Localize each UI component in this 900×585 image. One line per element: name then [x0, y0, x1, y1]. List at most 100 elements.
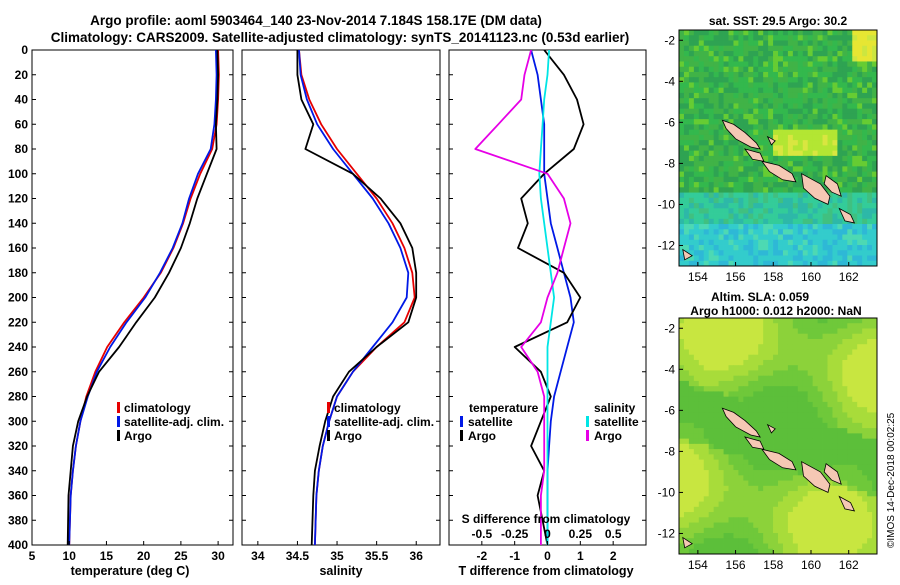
map-cell: [698, 166, 705, 172]
map-cell: [827, 35, 833, 41]
map-cell: [787, 213, 794, 220]
map-cell: [852, 87, 858, 94]
map-cell: [792, 224, 799, 230]
map-cell: [748, 333, 754, 340]
map-cell: [703, 443, 710, 450]
map-cell: [693, 98, 700, 104]
map-cell: [852, 61, 858, 68]
map-cell: [872, 375, 877, 382]
map-cell: [679, 365, 685, 371]
map-cell: [723, 386, 729, 392]
s-diff-tick-label: -0.25: [501, 527, 529, 541]
map-cell: [847, 354, 853, 361]
map-cell: [857, 538, 863, 544]
map-cell: [787, 449, 794, 455]
map-cell: [802, 145, 809, 152]
map-cell: [763, 522, 769, 529]
map-cell: [718, 359, 724, 366]
map-cell: [822, 82, 828, 89]
map-cell: [802, 30, 809, 36]
map-cell: [872, 40, 877, 47]
map-cell: [778, 449, 784, 455]
map-cell: [723, 517, 729, 523]
map-cell: [753, 396, 759, 403]
map-cell: [679, 166, 685, 172]
map-cell: [822, 386, 828, 392]
map-cell: [753, 480, 759, 487]
map-cell: [807, 328, 814, 335]
map-cell: [847, 61, 853, 68]
map-cell: [768, 56, 774, 62]
map-cell: [817, 333, 823, 340]
map-cell: [768, 61, 774, 68]
map-cell: [743, 203, 749, 209]
map-cell: [738, 171, 744, 178]
map-cell: [698, 438, 705, 445]
map-cell: [703, 92, 710, 99]
map-cell: [802, 396, 809, 403]
map-cell: [763, 396, 769, 403]
map-cell: [698, 192, 705, 199]
map-cell: [837, 224, 843, 230]
map-cell: [708, 318, 715, 324]
map-cell: [827, 140, 833, 146]
map-cell: [733, 480, 739, 487]
map-cell: [792, 166, 799, 172]
map-cell: [733, 454, 739, 460]
map-cell: [743, 50, 749, 57]
map-cell: [763, 182, 769, 188]
map-cell: [743, 260, 749, 266]
map-cell: [713, 213, 719, 220]
map-cell: [782, 245, 789, 251]
map-cell: [738, 150, 744, 157]
map-cell: [693, 391, 700, 398]
map-cell: [748, 124, 754, 131]
map-cell: [748, 417, 754, 424]
map-cell: [758, 485, 764, 492]
map-cell: [738, 359, 744, 366]
map-cell: [852, 386, 858, 392]
map-cell: [778, 386, 784, 392]
map-cell: [872, 496, 877, 502]
map-cell: [807, 234, 814, 241]
map-cell: [872, 140, 877, 146]
map-cell: [812, 145, 818, 152]
map-cell: [733, 449, 739, 455]
map-cell: [683, 134, 690, 141]
map-cell: [738, 527, 744, 534]
map-cell: [723, 71, 729, 78]
map-cell: [807, 375, 814, 382]
map-cell: [857, 454, 863, 460]
map-cell: [679, 417, 685, 424]
map-cell: [802, 213, 809, 220]
map-cell: [728, 443, 734, 450]
map-cell: [807, 454, 814, 460]
map-cell: [753, 323, 759, 329]
map-cell: [733, 140, 739, 146]
map-cell: [768, 485, 774, 492]
map-cell: [738, 380, 744, 387]
map-cell: [688, 318, 695, 324]
map-cell: [778, 250, 784, 256]
map-cell: [778, 365, 784, 371]
map-cell: [698, 50, 705, 57]
map-cell: [782, 61, 789, 68]
map-cell: [703, 229, 710, 235]
map-cell: [773, 543, 779, 550]
map-cell: [832, 250, 838, 256]
map-cell: [847, 155, 853, 162]
map-cell: [852, 224, 858, 230]
map-cell: [773, 338, 779, 345]
x-tick-label: 1: [577, 549, 584, 563]
map-cell: [812, 218, 818, 225]
map-cell: [797, 129, 804, 136]
map-cell: [812, 323, 818, 329]
map-cell: [758, 344, 764, 350]
map-cell: [738, 391, 744, 398]
map-cell: [763, 92, 769, 99]
map-cell: [733, 250, 739, 256]
map-cell: [693, 208, 700, 214]
map-cell: [683, 338, 690, 345]
map-cell: [862, 234, 868, 241]
map-cell: [867, 66, 873, 73]
